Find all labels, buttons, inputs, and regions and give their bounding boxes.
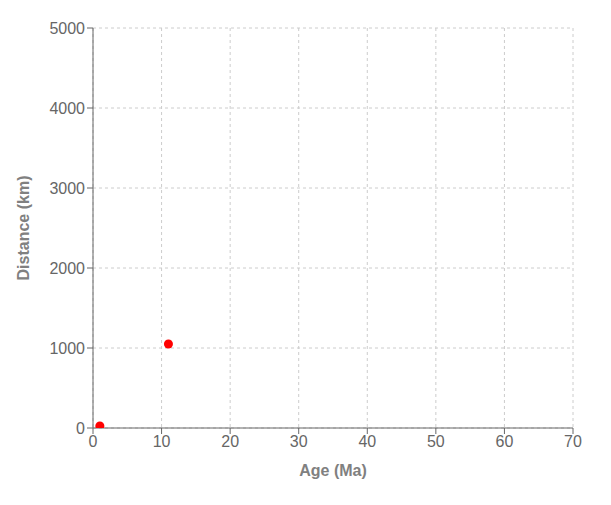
- svg-text:0: 0: [76, 420, 85, 437]
- svg-text:40: 40: [358, 433, 376, 450]
- svg-text:1000: 1000: [49, 340, 85, 357]
- svg-text:2000: 2000: [49, 260, 85, 277]
- svg-text:5000: 5000: [49, 20, 85, 37]
- svg-text:10: 10: [153, 433, 171, 450]
- svg-text:70: 70: [564, 433, 582, 450]
- svg-text:30: 30: [290, 433, 308, 450]
- svg-text:0: 0: [89, 433, 98, 450]
- svg-text:60: 60: [496, 433, 514, 450]
- svg-text:3000: 3000: [49, 180, 85, 197]
- svg-text:20: 20: [221, 433, 239, 450]
- svg-text:Age (Ma): Age (Ma): [299, 462, 367, 479]
- svg-text:Distance (km): Distance (km): [15, 176, 32, 281]
- svg-text:4000: 4000: [49, 100, 85, 117]
- svg-text:50: 50: [427, 433, 445, 450]
